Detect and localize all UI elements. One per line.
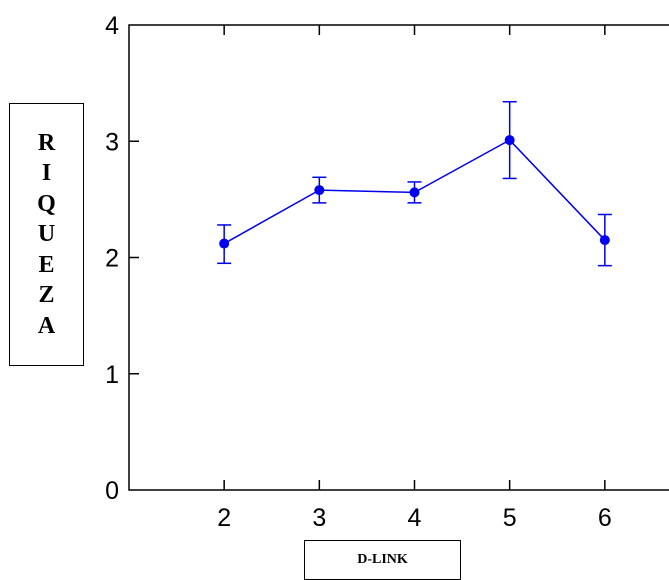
y-axis-label-letter: R xyxy=(37,129,56,156)
y-axis-label-letter: I xyxy=(41,160,52,187)
y-tick-label: 3 xyxy=(105,128,119,156)
data-point xyxy=(599,235,610,246)
x-axis-label-box: D-LINK xyxy=(304,540,461,580)
x-tick-label: 4 xyxy=(408,504,422,532)
axis-ticks: 2 3 4 5 6 0 1 2 3 4 xyxy=(105,12,612,532)
data-point xyxy=(314,185,325,196)
y-axis-label-letter: A xyxy=(37,312,56,339)
x-tick-label: 5 xyxy=(503,504,517,532)
y-tick-label: 0 xyxy=(105,477,119,505)
plot-area xyxy=(128,24,669,491)
x-tick-label: 2 xyxy=(217,504,231,532)
y-tick-label: 1 xyxy=(105,361,119,389)
y-tick-label: 2 xyxy=(105,245,119,273)
x-tick-label: 3 xyxy=(312,504,326,532)
y-axis-label-letter: Z xyxy=(38,282,55,309)
y-tick-label: 4 xyxy=(105,12,119,40)
y-axis-label-letter: Q xyxy=(37,190,56,217)
y-axis-label-letter: U xyxy=(37,221,56,248)
data-point xyxy=(219,238,230,249)
plot-frame xyxy=(128,24,669,491)
x-tick-label: 6 xyxy=(598,504,612,532)
data-series xyxy=(217,100,612,267)
x-axis-label: D-LINK xyxy=(357,552,408,567)
y-axis-label-letter: E xyxy=(38,251,55,278)
data-point xyxy=(504,135,515,146)
data-point xyxy=(409,187,420,198)
